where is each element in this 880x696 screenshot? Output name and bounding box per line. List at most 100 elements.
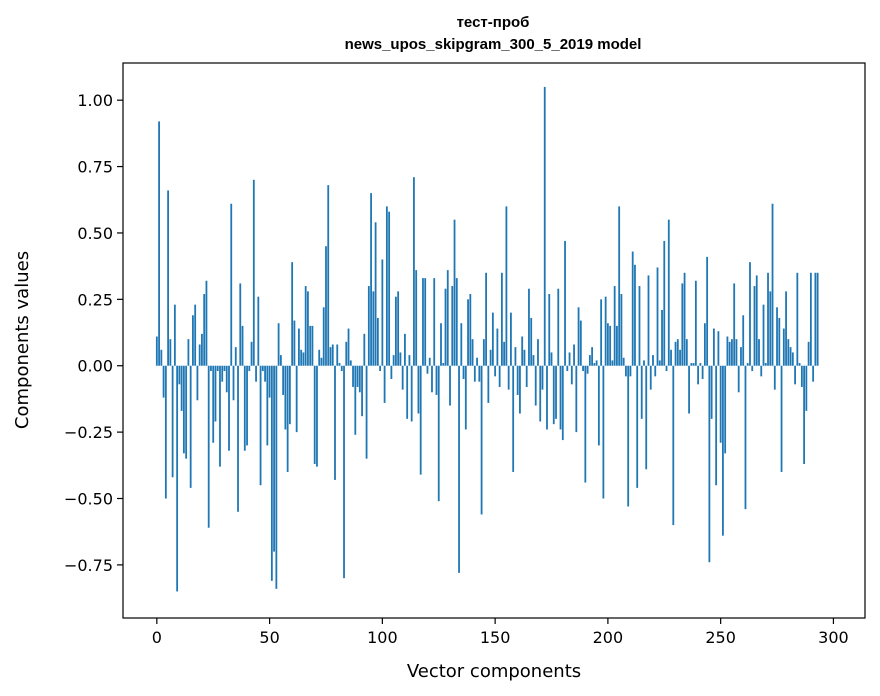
bar-158 <box>512 365 515 472</box>
bar-196 <box>597 365 600 446</box>
bar-214 <box>638 286 641 366</box>
bar-194 <box>593 363 596 366</box>
bar-183 <box>568 352 571 366</box>
bar-169 <box>537 339 539 366</box>
bar-185 <box>573 344 575 366</box>
bar-162 <box>521 336 524 366</box>
bar-148 <box>489 349 492 366</box>
bar-116 <box>417 365 420 414</box>
bar-97 <box>374 222 377 366</box>
bar-228 <box>670 349 672 366</box>
bar-67 <box>307 291 309 366</box>
bar-139 <box>469 294 472 366</box>
bar-64 <box>300 349 303 366</box>
bar-248 <box>715 365 718 486</box>
bar-98 <box>376 317 379 366</box>
bar-280 <box>787 339 790 366</box>
bar-96 <box>372 291 375 366</box>
bar-235 <box>685 339 688 366</box>
bar-84 <box>345 341 348 366</box>
bar-215 <box>640 365 643 419</box>
bar-170 <box>539 365 542 422</box>
bar-278 <box>782 328 785 366</box>
bar-266 <box>755 275 758 366</box>
bar-275 <box>776 307 778 366</box>
bar-78 <box>331 344 334 366</box>
bar-103 <box>388 211 391 366</box>
bar-105 <box>392 355 395 366</box>
bar-219 <box>649 365 652 390</box>
bar-12 <box>182 365 185 454</box>
bar-47 <box>261 365 264 372</box>
bar-175 <box>550 352 553 366</box>
bar-167 <box>532 355 535 366</box>
bar-239 <box>694 280 697 366</box>
bar-72 <box>318 349 321 366</box>
bar-1 <box>158 121 160 366</box>
bar-223 <box>658 360 661 366</box>
bar-157 <box>510 312 512 366</box>
bar-120 <box>426 365 429 374</box>
bar-42 <box>250 341 253 366</box>
x-tick-label: 200 <box>593 628 624 647</box>
bar-225 <box>663 240 666 366</box>
bar-285 <box>798 363 801 366</box>
bar-146 <box>485 272 487 366</box>
bar-100 <box>381 259 384 366</box>
bar-250 <box>719 365 722 443</box>
bar-66 <box>304 286 307 366</box>
bar-192 <box>588 355 591 366</box>
bar-161 <box>519 365 521 414</box>
bar-143 <box>478 365 481 382</box>
bar-151 <box>496 328 499 366</box>
bar-70 <box>313 365 316 464</box>
bar-265 <box>753 286 756 366</box>
bar-189 <box>582 365 584 372</box>
bar-71 <box>316 365 318 467</box>
bar-243 <box>703 323 706 366</box>
bar-21 <box>203 294 206 366</box>
bar-274 <box>773 365 776 390</box>
bar-273 <box>771 203 774 366</box>
bar-101 <box>383 365 386 403</box>
bar-176 <box>552 365 555 425</box>
x-tick-label: 150 <box>480 628 511 647</box>
chart-subtitle: news_upos_skipgram_300_5_2019 model <box>345 36 642 53</box>
bar-23 <box>207 365 210 528</box>
x-axis-ticks: 0 50 100 150 200 250 300 <box>152 618 849 647</box>
bar-179 <box>559 365 562 430</box>
bar-109 <box>401 365 404 390</box>
bar-206 <box>620 294 623 366</box>
bar-4 <box>164 365 167 499</box>
bar-122 <box>431 365 433 393</box>
bar-188 <box>579 320 582 366</box>
bar-45 <box>257 296 260 366</box>
bar-236 <box>688 365 690 414</box>
bar-59 <box>288 365 291 425</box>
x-tick-label: 300 <box>818 628 849 647</box>
bar-17 <box>194 304 197 366</box>
bar-8 <box>173 304 176 366</box>
bar-217 <box>645 365 648 470</box>
bar-111 <box>406 365 409 419</box>
bar-119 <box>424 278 427 366</box>
bar-95 <box>370 193 372 366</box>
bar-142 <box>476 357 478 366</box>
bar-171 <box>541 365 544 390</box>
bar-140 <box>471 339 474 366</box>
bar-247 <box>712 328 715 366</box>
bar-221 <box>654 365 657 377</box>
bar-108 <box>399 352 402 366</box>
bar-165 <box>528 288 530 366</box>
bar-43 <box>252 179 255 366</box>
bar-160 <box>516 365 519 395</box>
bar-216 <box>643 360 645 366</box>
bar-211 <box>631 251 634 366</box>
bar-113 <box>410 365 413 422</box>
bar-254 <box>728 341 731 366</box>
bar-40 <box>246 365 248 446</box>
bar-34 <box>232 365 235 401</box>
bar-187 <box>577 307 580 366</box>
bar-107 <box>397 291 400 366</box>
